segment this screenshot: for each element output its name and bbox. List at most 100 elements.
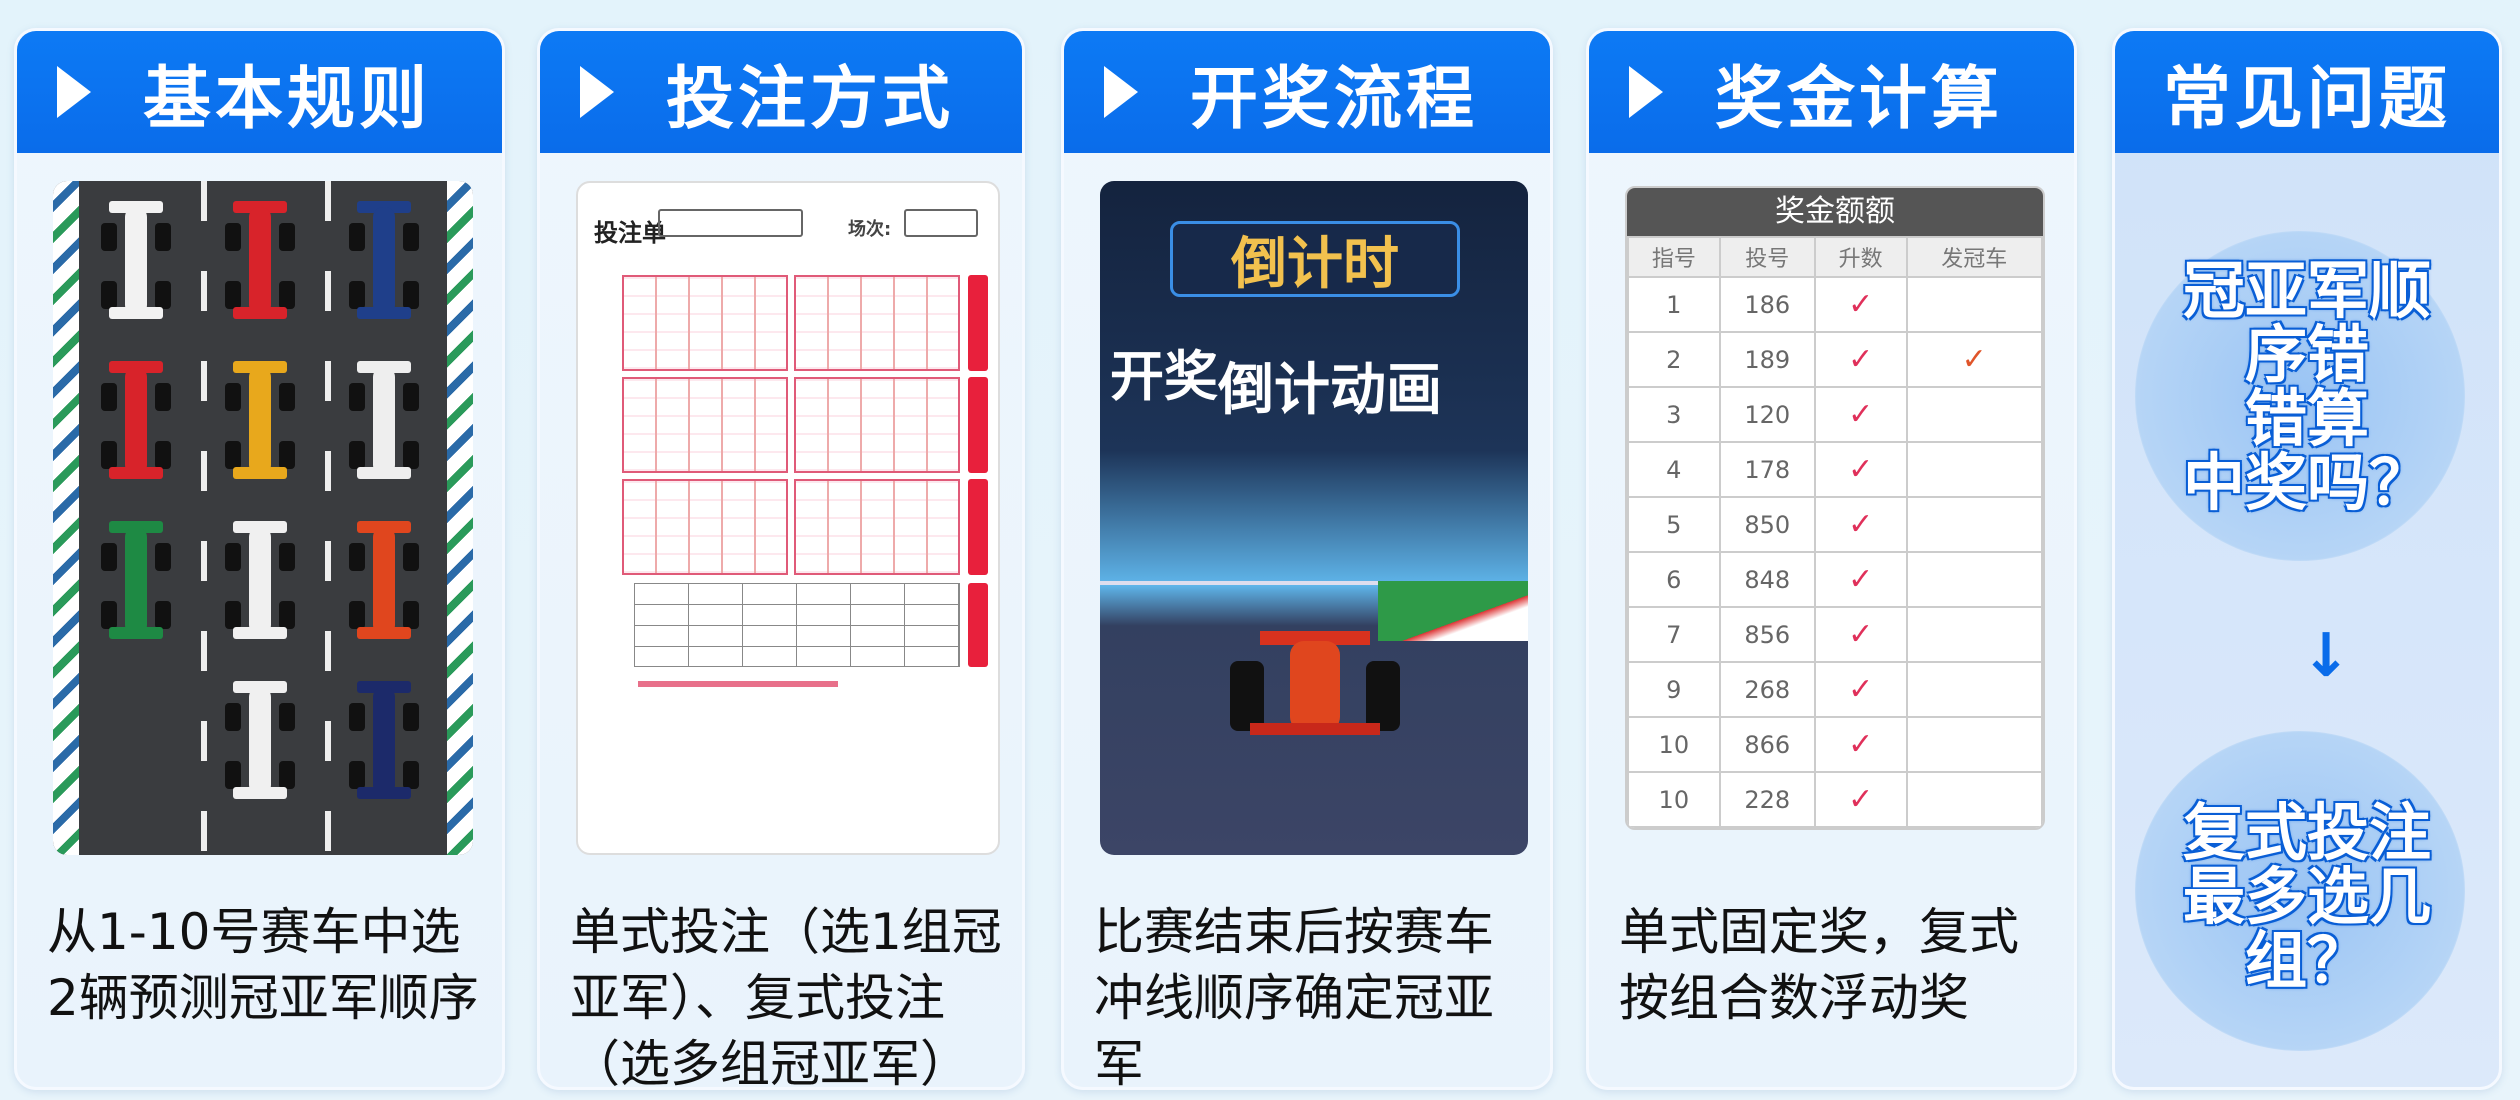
race-car-icon xyxy=(349,361,419,481)
cell-check xyxy=(1905,386,2043,443)
cell-check: ✓ xyxy=(1813,441,1908,498)
cell-number: 848 xyxy=(1718,551,1816,608)
cell-check xyxy=(1905,661,2043,718)
cell-number: 850 xyxy=(1718,496,1816,553)
countdown-banner: 倒计时 xyxy=(1170,221,1460,297)
column-header: 指号 xyxy=(1627,236,1721,278)
table-row: 10 866 ✓ xyxy=(1627,716,2043,773)
cell-check xyxy=(1905,771,2043,828)
card-basic-rules: 基本规则 从1-10号赛车中选2辆预测冠亚军顺序 xyxy=(14,28,505,1090)
chevron-right-icon xyxy=(580,66,614,118)
table-row: 1 186 ✓ xyxy=(1627,276,2043,333)
check-icon: ✓ xyxy=(1848,287,1874,322)
race-car-icon xyxy=(225,521,295,641)
check-icon: ✓ xyxy=(1848,397,1874,432)
race-car-icon xyxy=(349,201,419,321)
cell-index: 6 xyxy=(1627,551,1721,608)
card-description: 从1-10号赛车中选2辆预测冠亚军顺序 xyxy=(47,903,479,1027)
card-title: 奖金计算 xyxy=(1715,59,2004,139)
cell-number: 120 xyxy=(1718,386,1816,443)
table-row: 3 120 ✓ xyxy=(1627,386,2043,443)
table-row: 6 848 ✓ xyxy=(1627,551,2043,608)
cell-check: ✓ xyxy=(1813,606,1908,663)
card-header[interactable]: 常见问题 xyxy=(2115,31,2499,153)
chevron-right-icon xyxy=(1629,66,1663,118)
card-prize-calc: 奖金计算 奖金额额 指号 投号 升数 发冠车 1 186 ✓ 2 189 ✓ ✓ 3 120 ✓ 4… xyxy=(1586,28,2077,1090)
check-icon: ✓ xyxy=(1848,342,1874,377)
cell-index: 4 xyxy=(1627,441,1721,498)
cell-number: 228 xyxy=(1718,771,1816,828)
slip-title: 投注单 xyxy=(594,219,666,247)
cell-check xyxy=(1905,551,2043,608)
race-car-icon xyxy=(1230,631,1400,741)
card-header[interactable]: 奖金计算 xyxy=(1589,31,2074,153)
cell-number: 178 xyxy=(1718,441,1816,498)
table-row: 10 228 ✓ xyxy=(1627,771,2043,828)
cell-number: 268 xyxy=(1718,661,1816,718)
faq-bubble xyxy=(2135,231,2465,561)
cell-number: 186 xyxy=(1718,276,1816,333)
countdown-caption: 开奖倒计动画 xyxy=(1110,345,1442,423)
cell-check xyxy=(1905,716,2043,773)
cell-check: ✓ xyxy=(1813,771,1908,828)
cell-check: ✓ xyxy=(1813,496,1908,553)
card-header[interactable]: 开奖流程 xyxy=(1064,31,1550,153)
card-header[interactable]: 基本规则 xyxy=(17,31,502,153)
table-row: 7 856 ✓ xyxy=(1627,606,2043,663)
card-description: 比赛结束后按赛车冲线顺序确定冠亚军 xyxy=(1094,903,1494,1090)
countdown-animation-image: 倒计时 开奖倒计动画 xyxy=(1100,181,1528,855)
faq-bubble xyxy=(2135,731,2465,1051)
chevron-right-icon xyxy=(57,66,91,118)
faq-line: 复式投注 xyxy=(2182,796,2431,869)
race-car-icon xyxy=(101,521,171,641)
race-car-icon xyxy=(101,201,171,321)
cell-index: 2 xyxy=(1627,331,1721,388)
cell-check xyxy=(1905,496,2043,553)
cell-check xyxy=(1905,441,2043,498)
race-car-icon xyxy=(349,681,419,801)
arrow-down-icon: ↓ xyxy=(2301,621,2352,691)
race-car-icon xyxy=(225,361,295,481)
cell-number: 189 xyxy=(1718,331,1816,388)
cell-check xyxy=(1905,276,2043,333)
table-row: 5 850 ✓ xyxy=(1627,496,2043,553)
cell-check: ✓ xyxy=(1905,331,2043,388)
race-car-icon xyxy=(225,681,295,801)
race-car-icon xyxy=(225,201,295,321)
check-icon: ✓ xyxy=(1848,672,1874,707)
cell-check: ✓ xyxy=(1813,661,1908,718)
chevron-right-icon xyxy=(1104,66,1138,118)
cell-index: 10 xyxy=(1627,771,1721,828)
cell-index: 10 xyxy=(1627,716,1721,773)
cell-index: 5 xyxy=(1627,496,1721,553)
card-header[interactable]: 投注方式 xyxy=(540,31,1022,153)
check-icon: ✓ xyxy=(1848,452,1874,487)
prize-table: 奖金额额 指号 投号 升数 发冠车 1 186 ✓ 2 189 ✓ ✓ 3 120 ✓ 4 178 ✓ 5… xyxy=(1625,186,2045,830)
column-header: 投号 xyxy=(1718,236,1816,278)
cell-index: 7 xyxy=(1627,606,1721,663)
table-row: 4 178 ✓ xyxy=(1627,441,2043,498)
check-icon: ✓ xyxy=(1961,342,1987,377)
cell-number: 856 xyxy=(1718,606,1816,663)
cell-check xyxy=(1905,606,2043,663)
faq-line: 组？ xyxy=(2244,924,2369,997)
bet-slip-image: 投注单 场次: xyxy=(576,181,1000,855)
card-description: 单式投注（选1组冠亚军）、复式投注（选多组冠亚军） xyxy=(570,903,1002,1090)
table-row: 2 189 ✓ ✓ xyxy=(1627,331,2043,388)
faq-line: 错算 xyxy=(2244,382,2369,455)
cell-number: 866 xyxy=(1718,716,1816,773)
faq-line: 序错 xyxy=(2244,318,2369,391)
faq-item[interactable]: 冠亚军顺 序错 错算 中奖吗？ xyxy=(2115,259,2499,515)
table-caption: 奖金额额 xyxy=(1627,188,2043,236)
cell-check: ✓ xyxy=(1813,386,1908,443)
check-icon: ✓ xyxy=(1848,727,1874,762)
faq-line: 冠亚军顺 xyxy=(2182,254,2431,327)
card-title: 投注方式 xyxy=(666,59,955,139)
cell-check: ✓ xyxy=(1813,716,1908,773)
card-description: 单式固定奖，复式按组合数浮动奖 xyxy=(1619,903,2019,1027)
faq-item[interactable]: 复式投注 最多选几 组？ xyxy=(2115,801,2499,993)
column-header: 发冠车 xyxy=(1905,236,2043,278)
cell-index: 3 xyxy=(1627,386,1721,443)
table-row: 9 268 ✓ xyxy=(1627,661,2043,718)
faq-line: 最多选几 xyxy=(2182,860,2431,933)
